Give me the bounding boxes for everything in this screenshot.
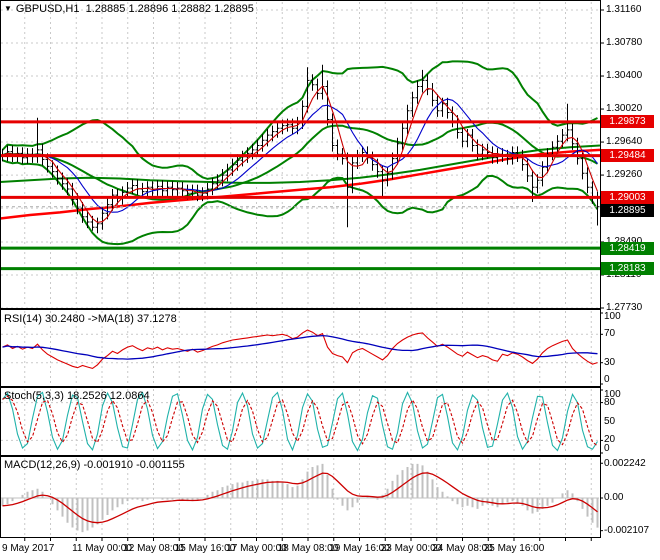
chart-title-symbol: GBPUSD,H1: [15, 3, 80, 15]
price-tick-label: 1.30780: [606, 37, 643, 48]
price-tick-label: 1.31160: [606, 4, 642, 15]
indicator-tick-label: 30: [604, 356, 616, 368]
time-tick-label: 19 May 16:00: [329, 543, 390, 554]
time-tick-label: 12 May 08:00: [123, 543, 184, 554]
indicator-tick-label: 0.002242: [604, 458, 646, 469]
indicator-tick-label: 50: [604, 415, 616, 427]
indicator-tick-label: 0: [604, 374, 610, 385]
time-tick-label: 17 May 00:00: [226, 543, 287, 554]
time-tick-label: 11 May 00:00: [72, 543, 132, 554]
indicator-tick-label: 70: [604, 328, 616, 340]
price-badge-current: 1.28895: [601, 203, 654, 217]
price-tick-label: 1.30400: [606, 70, 643, 82]
time-tick-label: 18 May 08:00: [277, 543, 339, 554]
price-tick-label: 1.29640: [606, 136, 643, 148]
price-badge-support: 1.28183: [601, 262, 654, 276]
price-badge-resistance: 1.29003: [601, 190, 654, 204]
price-tick-label: 1.29260: [606, 169, 643, 181]
price-badge-resistance: 1.29873: [601, 115, 654, 129]
time-tick-label: 25 May 16:00: [483, 543, 545, 554]
time-tick-label: 15 May 16:00: [174, 543, 236, 554]
time-tick-label: 9 May 2017: [2, 543, 55, 554]
time-tick-label: 24 May 08:00: [432, 543, 493, 554]
indicator-tick-label: 0: [604, 443, 610, 454]
time-tick-label: 23 May 00:00: [380, 543, 442, 554]
indicator-tick-label: 80: [604, 396, 616, 408]
price-tick-label: 1.27730: [606, 302, 643, 313]
rsi-label: RSI(14) 30.2480 ->MA(18) 37.1278: [4, 313, 177, 325]
chart-dropdown-icon[interactable]: ▼: [4, 4, 12, 13]
price-tick-label: 1.30020: [606, 103, 643, 115]
indicator-tick-label: 100: [604, 311, 621, 322]
stoch-label: Stoch(5,3,3) 18.2526 12.0864: [4, 390, 150, 402]
chart-header: ▼ GBPUSD,H1 1.28885 1.28896 1.28882 1.288…: [4, 3, 254, 15]
indicator-tick-label: 0.00: [604, 492, 624, 503]
indicator-tick-label: 100: [604, 389, 621, 400]
price-tick-label: 1.28490: [606, 236, 642, 247]
price-badge-resistance: 1.29484: [601, 149, 654, 163]
indicator-tick-label: -0.002107: [604, 524, 650, 536]
macd-label: MACD(12,26,9) -0.001910 -0.001155: [4, 459, 185, 471]
chart-title-quotes: 1.28885 1.28896 1.28882 1.28895: [85, 3, 254, 15]
price-badge-support: 1.28419: [601, 241, 654, 255]
indicator-tick-label: 20: [604, 434, 616, 446]
